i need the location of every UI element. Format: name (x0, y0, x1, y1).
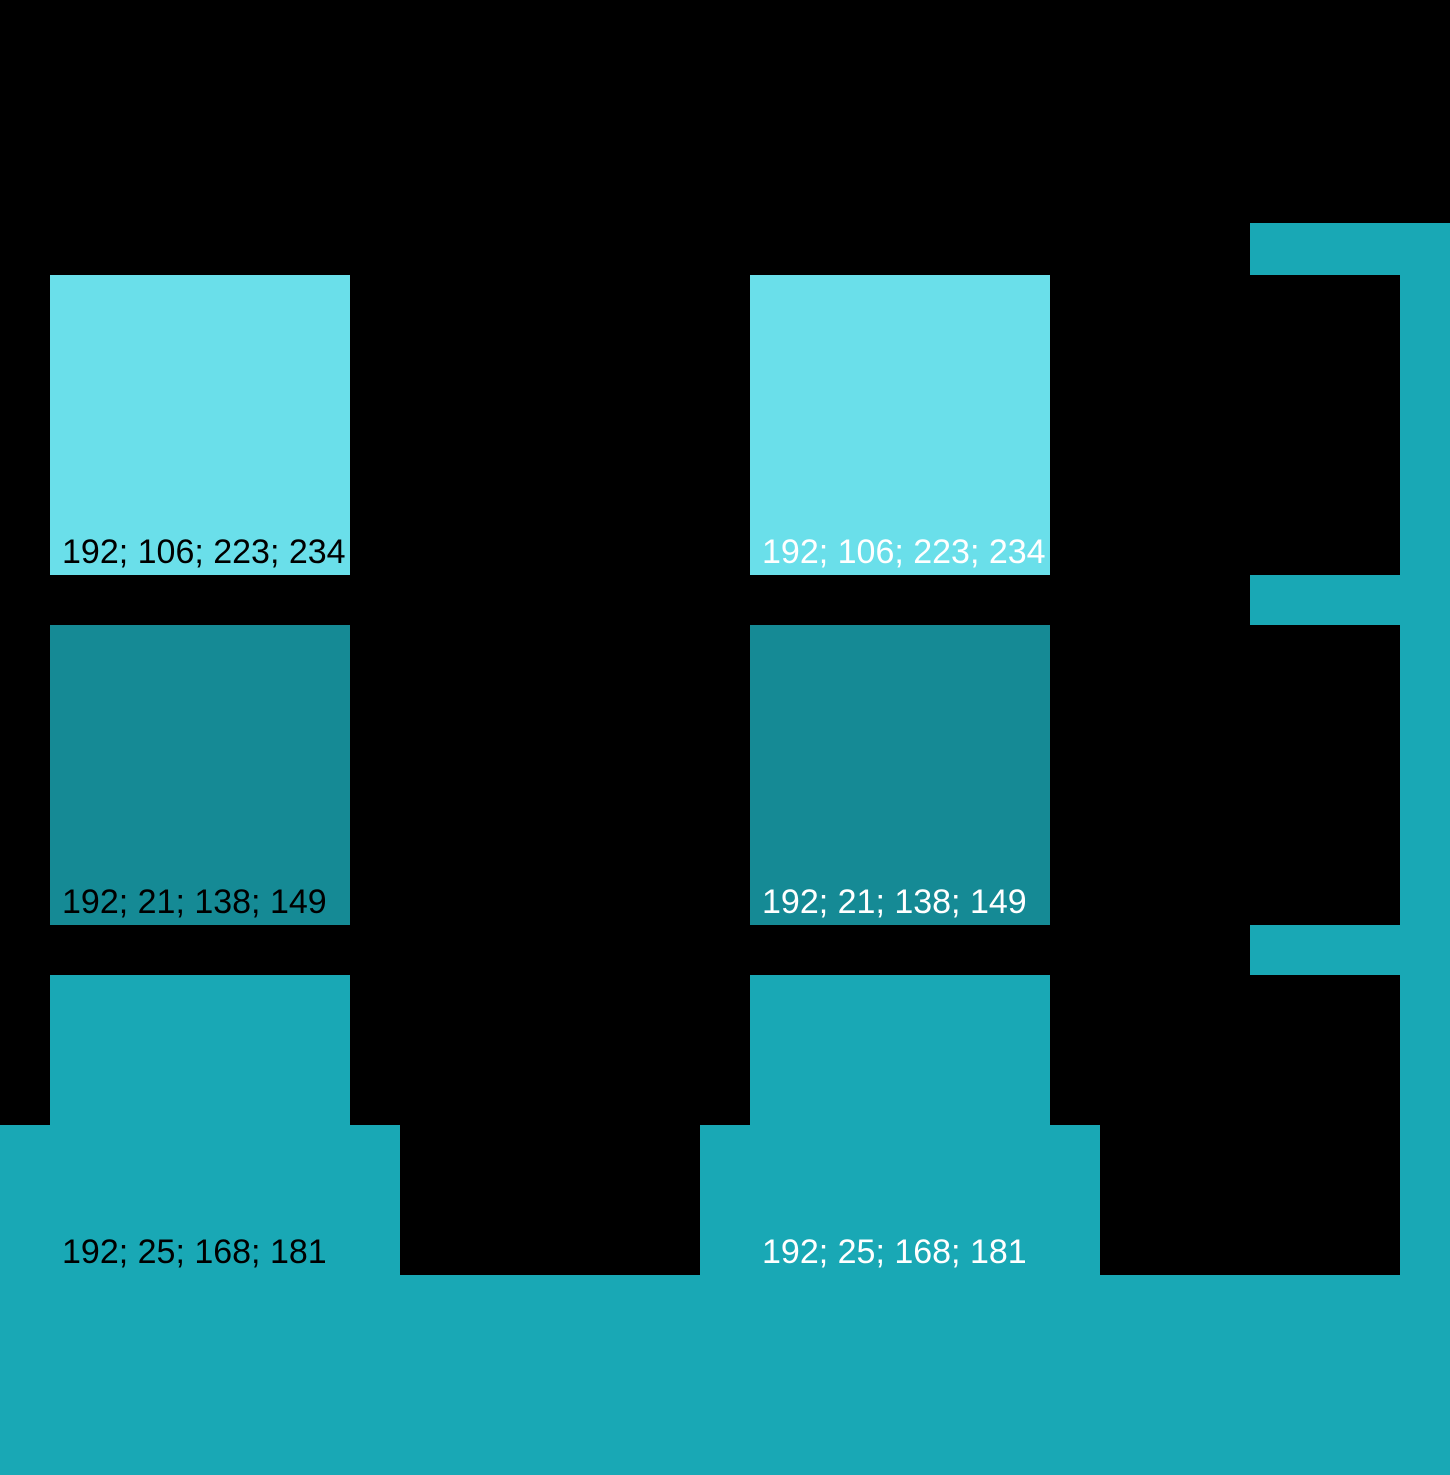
color-swatch-left-row1: 192; 106; 223; 234 (50, 275, 350, 575)
swatch-label: 192; 21; 138; 149 (762, 882, 1027, 921)
swatch-label: 192; 106; 223; 234 (762, 532, 1046, 571)
swatch-label: 192; 25; 168; 181 (762, 1232, 1027, 1271)
teal-right-rail (1400, 223, 1450, 1475)
color-swatch-right-row1: 192; 106; 223; 234 (750, 275, 1050, 575)
color-swatch-left-row2: 192; 21; 138; 149 (50, 625, 350, 925)
color-swatch-right-row2: 192; 21; 138; 149 (750, 625, 1050, 925)
swatch-label: 192; 25; 168; 181 (62, 1232, 327, 1271)
teal-tooth-lower (1250, 925, 1400, 975)
teal-tooth-middle (1250, 575, 1400, 625)
swatch-label: 192; 106; 223; 234 (62, 532, 346, 571)
color-swatch-right-row3: 192; 25; 168; 181 (750, 975, 1050, 1275)
swatch-label: 192; 21; 138; 149 (62, 882, 327, 921)
color-swatch-left-row3: 192; 25; 168; 181 (50, 975, 350, 1275)
teal-bottom-area (0, 1275, 1450, 1475)
